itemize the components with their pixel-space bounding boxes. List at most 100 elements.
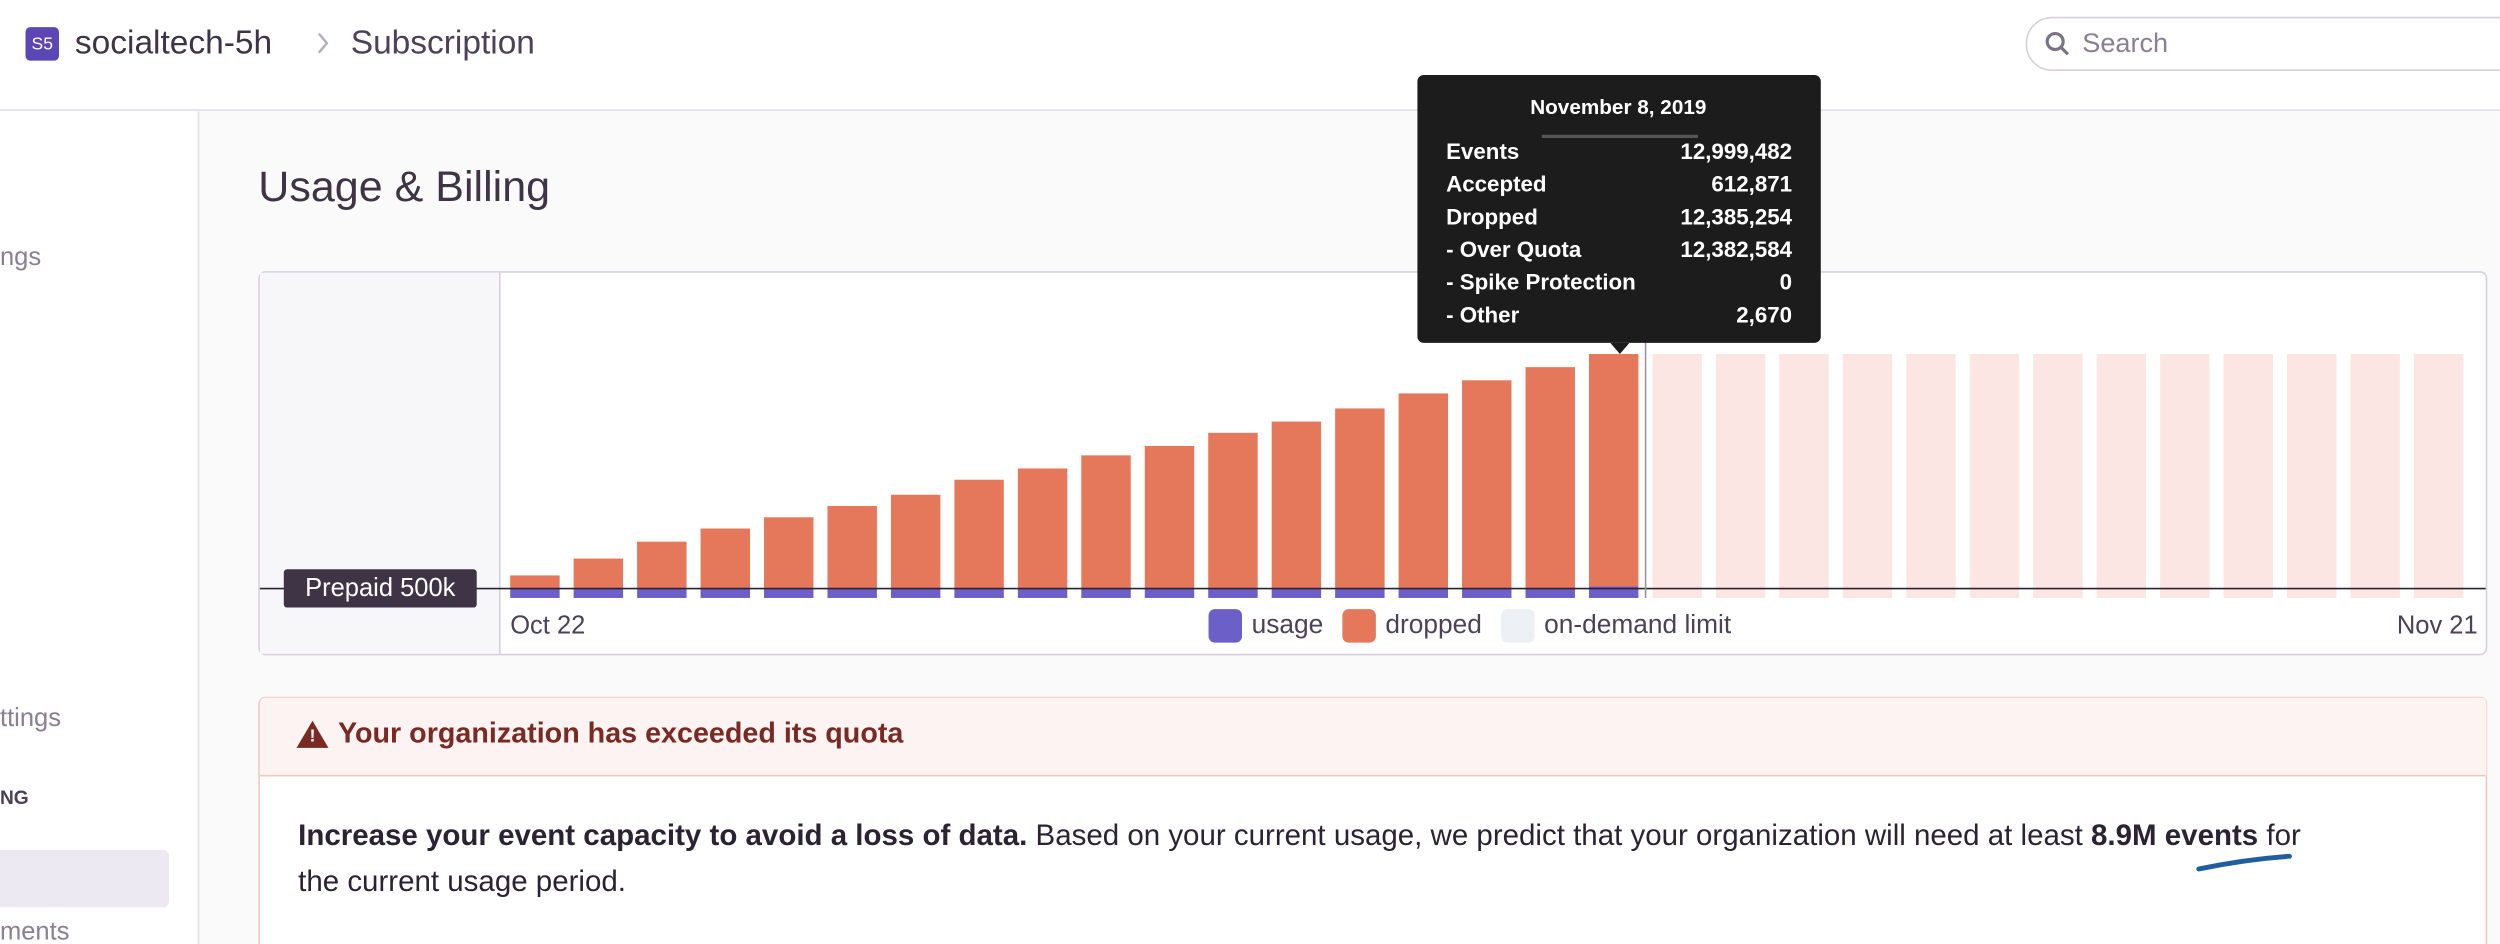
sidebar-item[interactable]: ngs [0,243,41,271]
legend-swatch [1208,609,1243,643]
bar-segment [700,588,750,598]
bar-segment [1081,455,1131,589]
x-tick-label: Nov 21 [2397,611,2478,639]
future-bar [1842,354,1893,598]
bar-segment [573,558,624,589]
bar-segment [1588,354,1639,587]
tooltip-row-value: 612,871 [1711,172,1792,197]
bar-segment [700,528,750,589]
bar-segment [1398,393,1449,589]
future-bar [2160,354,2210,598]
alert-header [259,697,2487,777]
future-bar [1906,354,1956,598]
bar-segment [1398,588,1449,598]
bar-segment [827,506,877,589]
warning-icon-mark: ! [310,725,316,745]
bar-segment [1462,588,1512,598]
alert-body-strong: Increase your event capacity to avoid a … [298,819,1027,852]
alert-title: Your organization has exceeded its quota [338,718,904,750]
tooltip: November 8, 2019 Events 12,999,482 Accepte… [1417,74,1821,355]
legend-label: usage [1252,609,1324,639]
tooltip-row-label: Events [1446,139,1519,164]
bar-segment [1208,432,1258,589]
breadcrumb-chevron [317,32,329,54]
warning-icon [296,720,329,748]
tooltip-row-label: Accepted [1446,172,1546,197]
bar-segment [1017,588,1068,598]
sidebar-item[interactable]: ments [0,918,69,944]
bar-segment [510,588,560,598]
bar-segment [1335,588,1385,598]
alert-body: Increase your event capacity to avoid a … [298,819,2301,852]
tooltip-row-label: - Other [1446,302,1519,327]
tooltip-row-label: - Spike Protection [1446,270,1636,295]
legend-swatch [1342,609,1376,643]
search-icon [2045,31,2065,52]
bar-segment [890,494,941,589]
bar-segment [1462,380,1512,589]
bar-segment [573,588,624,598]
future-bar [1779,354,1829,598]
breadcrumb-page[interactable]: Subscription [351,25,535,62]
prepaid-label-box [283,569,477,608]
future-bar [1969,354,2020,598]
search-box[interactable] [2025,16,2500,72]
bar-segment [1525,588,1575,598]
sidebar [0,111,198,944]
legend-label: dropped [1385,609,1482,639]
bar-segment [637,588,687,598]
bar-segment [1525,367,1575,589]
bar-segment [1335,408,1385,589]
alert-body-line: the current usage period. [298,865,626,898]
future-bar [2350,354,2400,598]
bar-segment [890,588,941,598]
tooltip-row-value: 12,385,254 [1680,204,1792,229]
alert-body-strong: 8.9M events [2091,819,2258,852]
bar-segment [1208,588,1258,598]
page-title: Usage & Billing [258,163,550,211]
future-bar [1652,354,1702,598]
future-bar [2033,354,2083,598]
legend-label: on-demand limit [1544,609,1732,639]
annotation-underline [2196,853,2292,872]
tooltip-title: November 8, 2019 [1530,96,1706,119]
bar-segment [1017,468,1068,589]
bar-segment [1271,588,1322,598]
tooltip-box [1417,74,1821,343]
future-bar [1715,354,1766,598]
bar-segment [954,588,1004,598]
future-bar [2096,354,2147,598]
tooltip-row-label: - Over Quota [1446,237,1582,262]
bar-segment [1144,445,1195,589]
search-icon-handle [2060,46,2070,56]
bar-segment [827,588,877,598]
tooltip-row-value: 12,999,482 [1680,139,1792,164]
sidebar-selected[interactable] [0,849,170,908]
bar-segment [764,588,814,598]
prepaid-label: Prepaid 500k [305,574,456,602]
bar-segment [764,517,814,589]
bar-segment [1271,421,1322,589]
legend-swatch [1501,609,1535,643]
bar-segment [1144,588,1195,598]
x-tick-label: Oct 22 [510,611,585,639]
bar-segment [954,479,1004,589]
org-badge-text: S5 [32,33,53,53]
org-name[interactable]: socialtech-5h [75,25,272,62]
future-bar [2223,354,2273,598]
tooltip-arrow [1610,342,1630,355]
sidebar-item[interactable]: ttings [0,704,61,732]
tooltip-row-value: 2,670 [1736,302,1792,327]
alert-body-text: for [2258,819,2301,852]
tooltip-row-label: Dropped [1446,204,1538,229]
tooltip-row-value: 12,382,584 [1680,237,1792,262]
sidebar-heading: NG [0,788,29,809]
future-bar [2286,354,2337,598]
search-placeholder: Search [2082,27,2168,58]
org-badge[interactable] [25,27,59,61]
bar-segment [510,575,560,589]
